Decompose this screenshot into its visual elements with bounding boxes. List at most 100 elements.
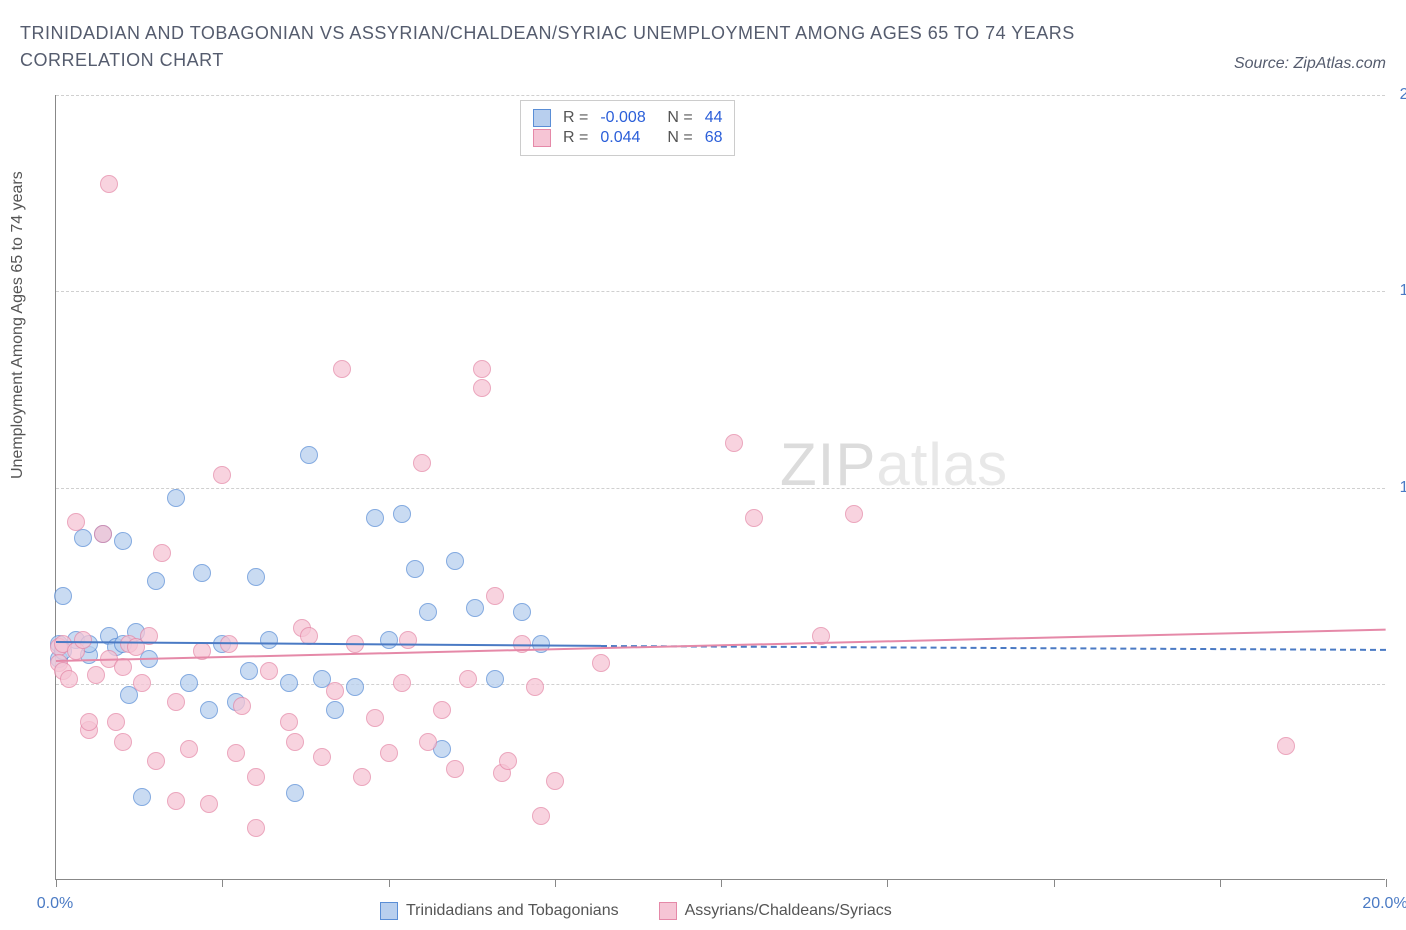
gridline: [56, 291, 1385, 292]
scatter-point: [346, 678, 364, 696]
scatter-point: [1277, 737, 1295, 755]
r-label: R =: [563, 129, 588, 147]
scatter-point: [60, 670, 78, 688]
scatter-point: [213, 466, 231, 484]
scatter-point: [399, 631, 417, 649]
scatter-point: [380, 744, 398, 762]
scatter-point: [167, 489, 185, 507]
scatter-point: [532, 807, 550, 825]
scatter-point: [433, 701, 451, 719]
scatter-point: [200, 701, 218, 719]
scatter-point: [466, 599, 484, 617]
scatter-point: [100, 175, 118, 193]
scatter-point: [313, 748, 331, 766]
scatter-point: [180, 740, 198, 758]
scatter-point: [167, 693, 185, 711]
y-tick-label: 10.0%: [1400, 479, 1406, 497]
scatter-point: [260, 631, 278, 649]
legend-stats-row-b: R = 0.044 N = 68: [533, 129, 722, 147]
scatter-point: [326, 682, 344, 700]
y-tick-label: 20.0%: [1400, 86, 1406, 104]
scatter-point: [546, 772, 564, 790]
scatter-point: [393, 505, 411, 523]
scatter-point: [147, 752, 165, 770]
scatter-point: [286, 784, 304, 802]
x-tick-label: 0.0%: [37, 895, 73, 913]
chart-title: TRINIDADIAN AND TOBAGONIAN VS ASSYRIAN/C…: [20, 20, 1170, 74]
scatter-point: [286, 733, 304, 751]
scatter-point: [845, 505, 863, 523]
scatter-point: [260, 662, 278, 680]
scatter-point: [114, 733, 132, 751]
legend-swatch-a: [533, 109, 551, 127]
scatter-point: [592, 654, 610, 672]
scatter-point: [745, 509, 763, 527]
scatter-point: [366, 509, 384, 527]
source-attribution: Source: ZipAtlas.com: [1234, 55, 1386, 73]
scatter-point: [300, 446, 318, 464]
legend-swatch-b: [533, 129, 551, 147]
scatter-point: [419, 733, 437, 751]
scatter-point: [366, 709, 384, 727]
scatter-point: [87, 666, 105, 684]
x-axis-labels: 0.0%20.0%: [55, 885, 1385, 905]
scatter-point: [67, 513, 85, 531]
scatter-point: [513, 603, 531, 621]
scatter-chart: 5.0%10.0%15.0%20.0%: [55, 95, 1385, 880]
n-label: N =: [667, 109, 692, 127]
scatter-point: [280, 674, 298, 692]
legend-stats-box: R = -0.008 N = 44 R = 0.044 N = 68: [520, 100, 735, 156]
scatter-point: [473, 360, 491, 378]
scatter-point: [180, 674, 198, 692]
scatter-point: [326, 701, 344, 719]
scatter-point: [147, 572, 165, 590]
n-label: N =: [667, 129, 692, 147]
scatter-point: [413, 454, 431, 472]
scatter-point: [74, 529, 92, 547]
gridline: [56, 488, 1385, 489]
scatter-point: [280, 713, 298, 731]
legend-stats-row-a: R = -0.008 N = 44: [533, 109, 722, 127]
watermark: ZIPatlas: [780, 430, 1008, 499]
scatter-point: [80, 713, 98, 731]
gridline: [56, 95, 1385, 96]
scatter-point: [247, 768, 265, 786]
scatter-point: [153, 544, 171, 562]
scatter-point: [499, 752, 517, 770]
scatter-point: [446, 552, 464, 570]
x-tick-label: 20.0%: [1362, 895, 1406, 913]
n-value-a: 44: [705, 109, 723, 127]
scatter-point: [227, 744, 245, 762]
scatter-point: [74, 631, 92, 649]
scatter-point: [459, 670, 477, 688]
regression-line: [56, 629, 1386, 662]
scatter-point: [233, 697, 251, 715]
scatter-point: [167, 792, 185, 810]
r-label: R =: [563, 109, 588, 127]
scatter-point: [133, 674, 151, 692]
scatter-point: [419, 603, 437, 621]
scatter-point: [54, 587, 72, 605]
scatter-point: [333, 360, 351, 378]
x-tick: [1386, 879, 1387, 887]
scatter-point: [353, 768, 371, 786]
scatter-point: [486, 670, 504, 688]
scatter-point: [114, 532, 132, 550]
scatter-point: [247, 568, 265, 586]
scatter-point: [114, 658, 132, 676]
scatter-point: [406, 560, 424, 578]
scatter-point: [247, 819, 265, 837]
scatter-point: [380, 631, 398, 649]
scatter-point: [193, 564, 211, 582]
y-tick-label: 15.0%: [1400, 282, 1406, 300]
scatter-point: [486, 587, 504, 605]
r-value-b: 0.044: [600, 129, 655, 147]
scatter-point: [393, 674, 411, 692]
scatter-point: [133, 788, 151, 806]
scatter-point: [200, 795, 218, 813]
scatter-point: [725, 434, 743, 452]
scatter-point: [473, 379, 491, 397]
scatter-point: [240, 662, 258, 680]
y-axis-label: Unemployment Among Ages 65 to 74 years: [9, 171, 27, 479]
r-value-a: -0.008: [600, 109, 655, 127]
